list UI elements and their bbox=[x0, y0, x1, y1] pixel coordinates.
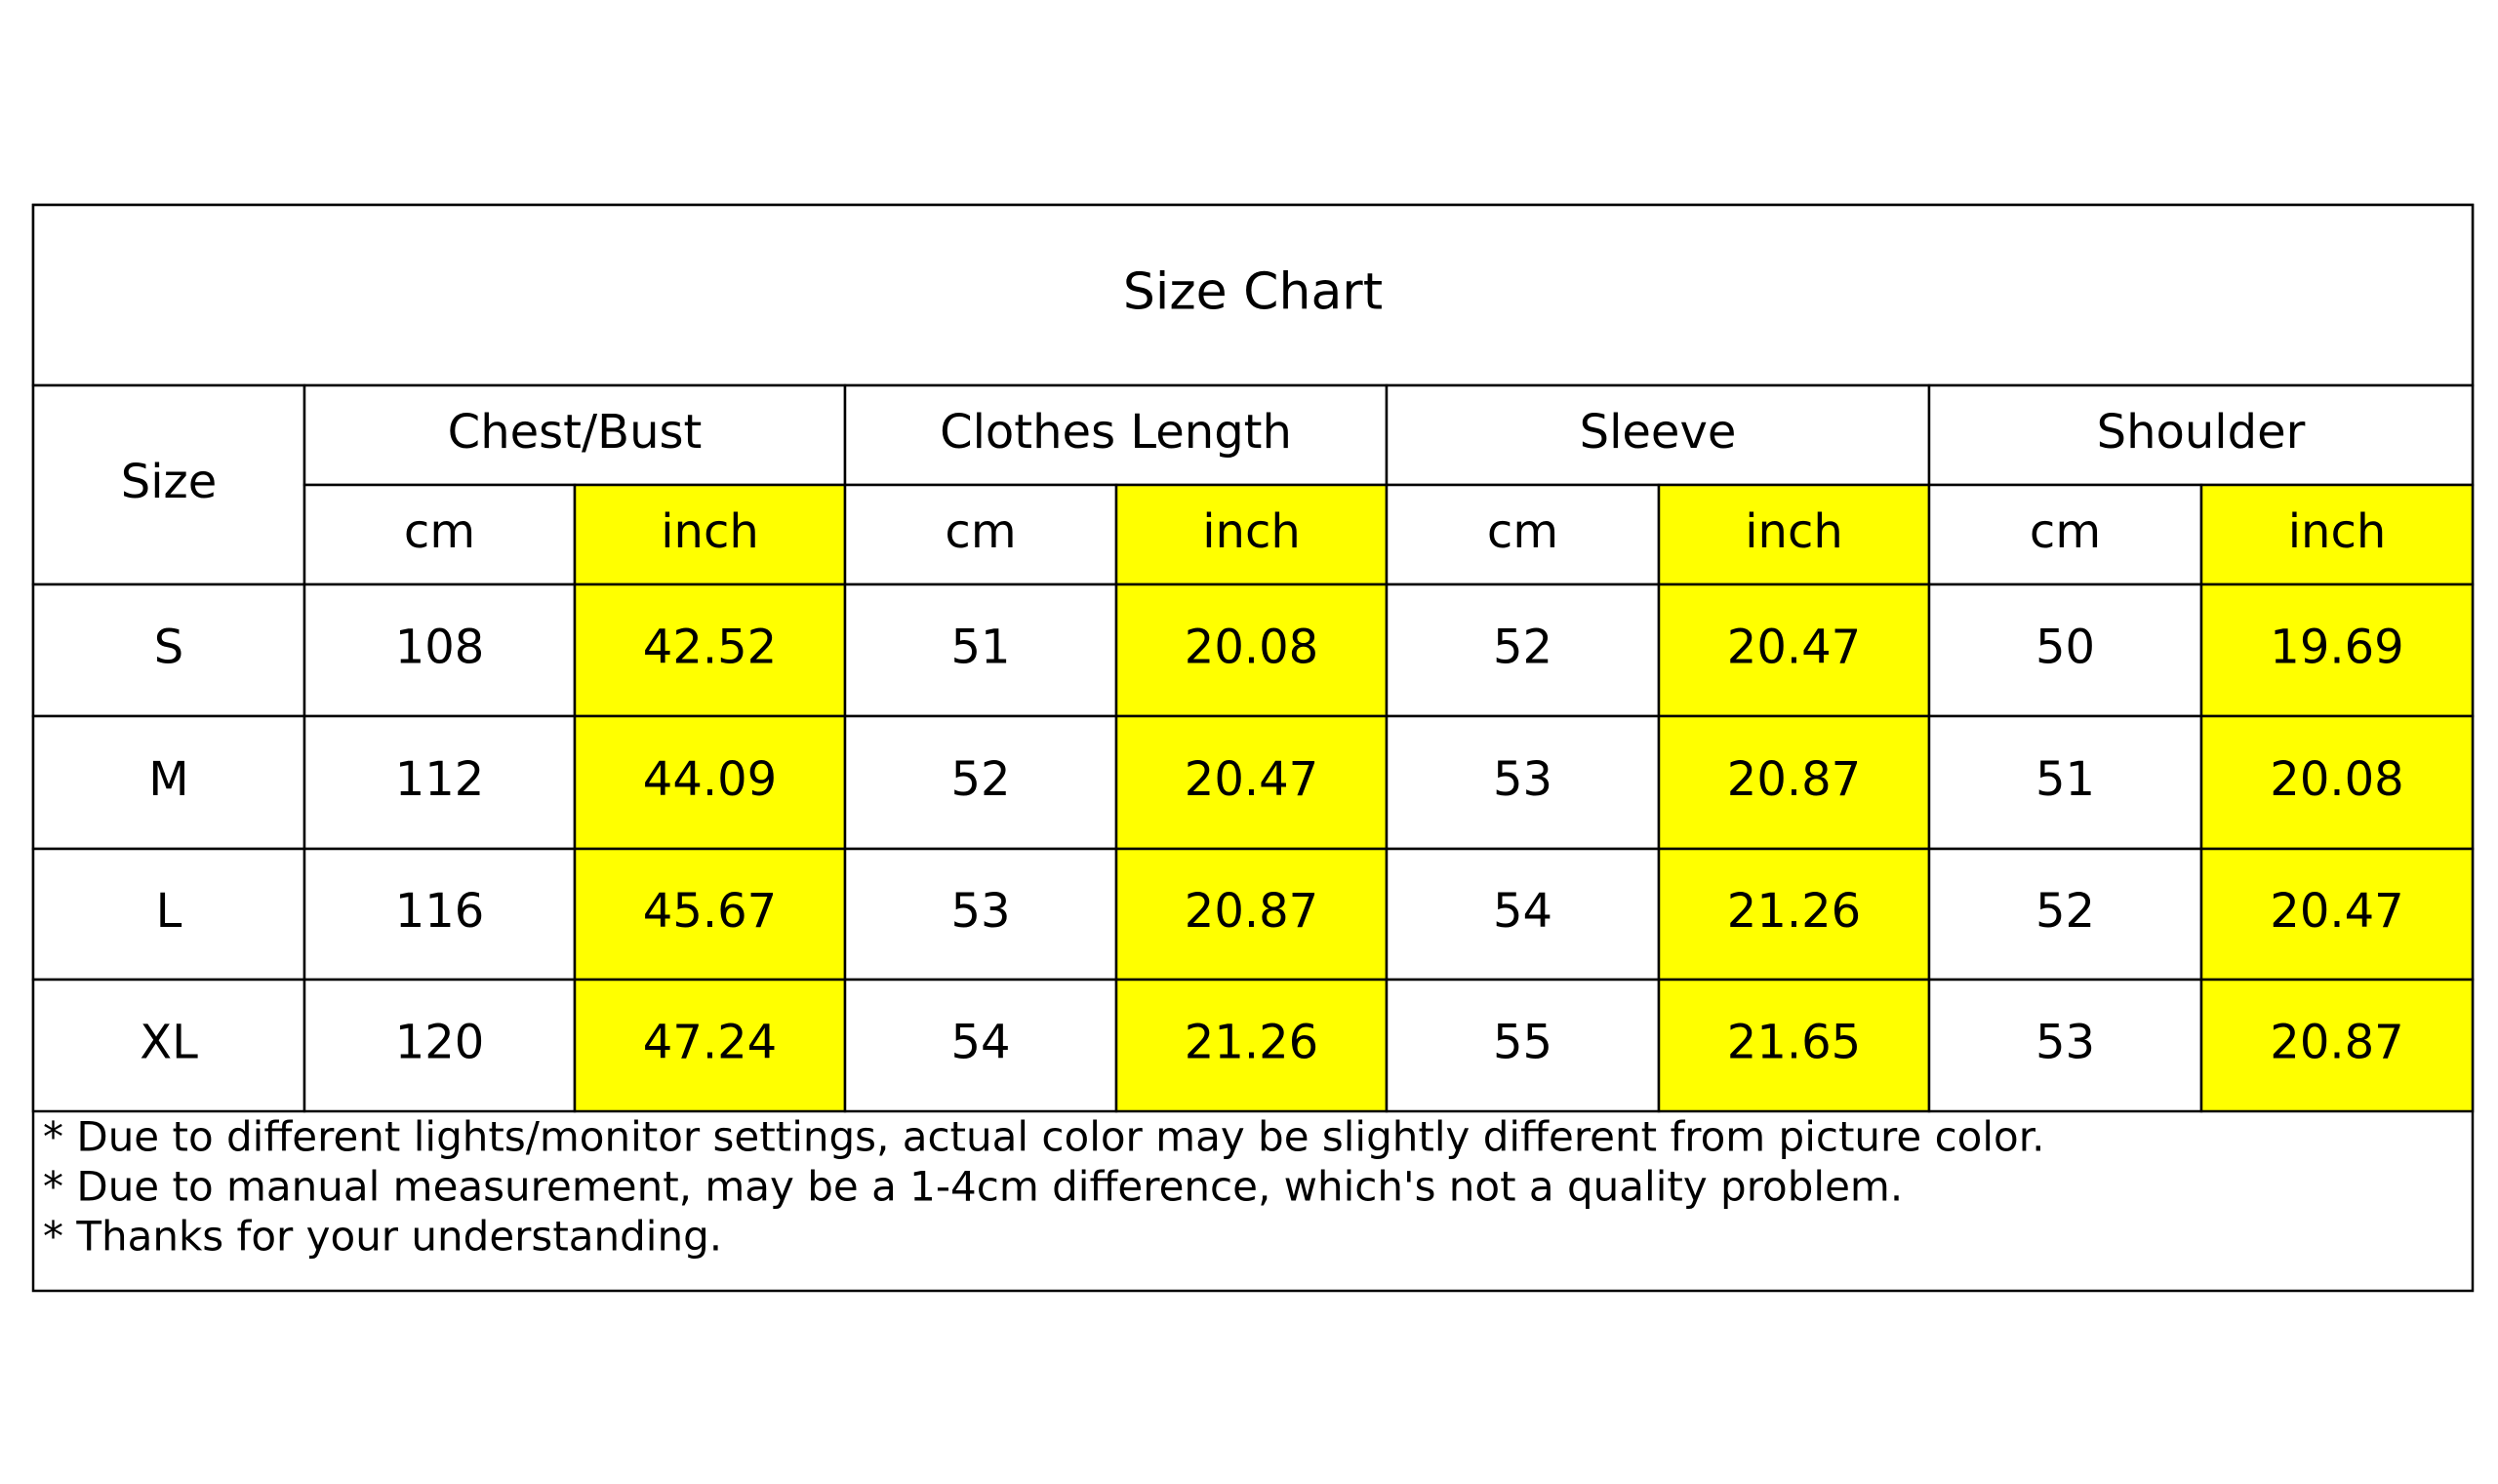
cell bbox=[1385, 582, 1661, 718]
value-cell: 51 bbox=[2035, 752, 2095, 807]
group-header: Shoulder bbox=[2097, 405, 2306, 460]
cell bbox=[302, 847, 577, 982]
cell bbox=[302, 483, 577, 586]
group-header: Chest/Bust bbox=[448, 405, 703, 460]
cell bbox=[1114, 978, 1389, 1113]
value-cell: 21.26 bbox=[1185, 1016, 1318, 1070]
value-cell: 45.67 bbox=[643, 884, 777, 939]
cell bbox=[302, 582, 577, 718]
cell bbox=[31, 978, 306, 1113]
value-cell: 52 bbox=[1493, 621, 1552, 675]
size-cell: M bbox=[148, 752, 188, 807]
cell bbox=[843, 978, 1118, 1113]
table-title: Size Chart bbox=[1123, 263, 1383, 322]
group-header: Clothes Length bbox=[940, 405, 1292, 460]
unit-header: inch bbox=[661, 504, 759, 559]
size-cell: L bbox=[156, 884, 182, 939]
value-cell: 53 bbox=[950, 884, 1010, 939]
size-header: Size bbox=[121, 455, 218, 509]
unit-header: cm bbox=[2030, 504, 2101, 559]
size-cell: XL bbox=[140, 1016, 198, 1070]
cell bbox=[2199, 582, 2475, 718]
value-cell: 54 bbox=[950, 1016, 1010, 1070]
unit-header: cm bbox=[945, 504, 1016, 559]
cell bbox=[573, 978, 847, 1113]
value-cell: 108 bbox=[395, 621, 485, 675]
value-cell: 52 bbox=[2035, 884, 2095, 939]
cell bbox=[2199, 978, 2475, 1113]
size-cell: S bbox=[154, 621, 183, 675]
value-cell: 20.47 bbox=[1727, 621, 1861, 675]
value-cell: 20.47 bbox=[1185, 752, 1318, 807]
cell bbox=[1385, 978, 1661, 1113]
cell bbox=[843, 714, 1118, 851]
cell bbox=[1114, 582, 1389, 718]
value-cell: 112 bbox=[395, 752, 485, 807]
cell bbox=[31, 714, 306, 851]
value-cell: 20.08 bbox=[2270, 752, 2403, 807]
cell bbox=[1927, 978, 2203, 1113]
value-cell: 20.47 bbox=[2270, 884, 2403, 939]
value-cell: 116 bbox=[395, 884, 485, 939]
unit-header: cm bbox=[1487, 504, 1558, 559]
value-cell: 42.52 bbox=[643, 621, 777, 675]
unit-header: inch bbox=[1202, 504, 1301, 559]
value-cell: 44.09 bbox=[643, 752, 777, 807]
value-cell: 20.87 bbox=[1727, 752, 1861, 807]
note: * Due to manual measurement, may be a 1-… bbox=[43, 1163, 1903, 1211]
value-cell: 21.26 bbox=[1727, 884, 1861, 939]
value-cell: 21.65 bbox=[1727, 1016, 1861, 1070]
cell bbox=[31, 582, 306, 718]
unit-header: inch bbox=[1745, 504, 1843, 559]
cell bbox=[2199, 714, 2475, 851]
cell bbox=[573, 847, 847, 982]
cell bbox=[1385, 483, 1661, 586]
cell bbox=[2199, 847, 2475, 982]
value-cell: 53 bbox=[2035, 1016, 2095, 1070]
unit-header: cm bbox=[404, 504, 475, 559]
cell bbox=[1385, 847, 1661, 982]
cell bbox=[573, 582, 847, 718]
cell bbox=[31, 203, 2475, 387]
value-cell: 53 bbox=[1493, 752, 1552, 807]
value-cell: 55 bbox=[1493, 1016, 1552, 1070]
value-cell: 20.87 bbox=[1185, 884, 1318, 939]
cell bbox=[302, 383, 847, 487]
value-cell: 20.08 bbox=[1185, 621, 1318, 675]
cell bbox=[843, 847, 1118, 982]
cell bbox=[843, 582, 1118, 718]
unit-header: inch bbox=[2288, 504, 2387, 559]
value-cell: 120 bbox=[395, 1016, 485, 1070]
cell bbox=[1927, 483, 2203, 586]
cell bbox=[1385, 383, 1931, 487]
cell bbox=[1657, 714, 1931, 851]
note: * Due to different lights/monitor settin… bbox=[43, 1113, 2045, 1161]
group-header: Sleeve bbox=[1580, 405, 1737, 460]
cell bbox=[1114, 847, 1389, 982]
value-cell: 54 bbox=[1493, 884, 1552, 939]
value-cell: 52 bbox=[950, 752, 1010, 807]
value-cell: 20.87 bbox=[2270, 1016, 2403, 1070]
note: * Thanks for your understanding. bbox=[43, 1213, 722, 1261]
cell bbox=[1657, 978, 1931, 1113]
value-cell: 19.69 bbox=[2270, 621, 2403, 675]
cell bbox=[1657, 847, 1931, 982]
cell bbox=[1657, 582, 1931, 718]
value-cell: 51 bbox=[950, 621, 1010, 675]
cell bbox=[1927, 582, 2203, 718]
cell bbox=[573, 714, 847, 851]
value-cell: 47.24 bbox=[643, 1016, 777, 1070]
cell bbox=[31, 383, 306, 586]
cell bbox=[843, 483, 1118, 586]
cell bbox=[1114, 714, 1389, 851]
value-cell: 50 bbox=[2035, 621, 2095, 675]
